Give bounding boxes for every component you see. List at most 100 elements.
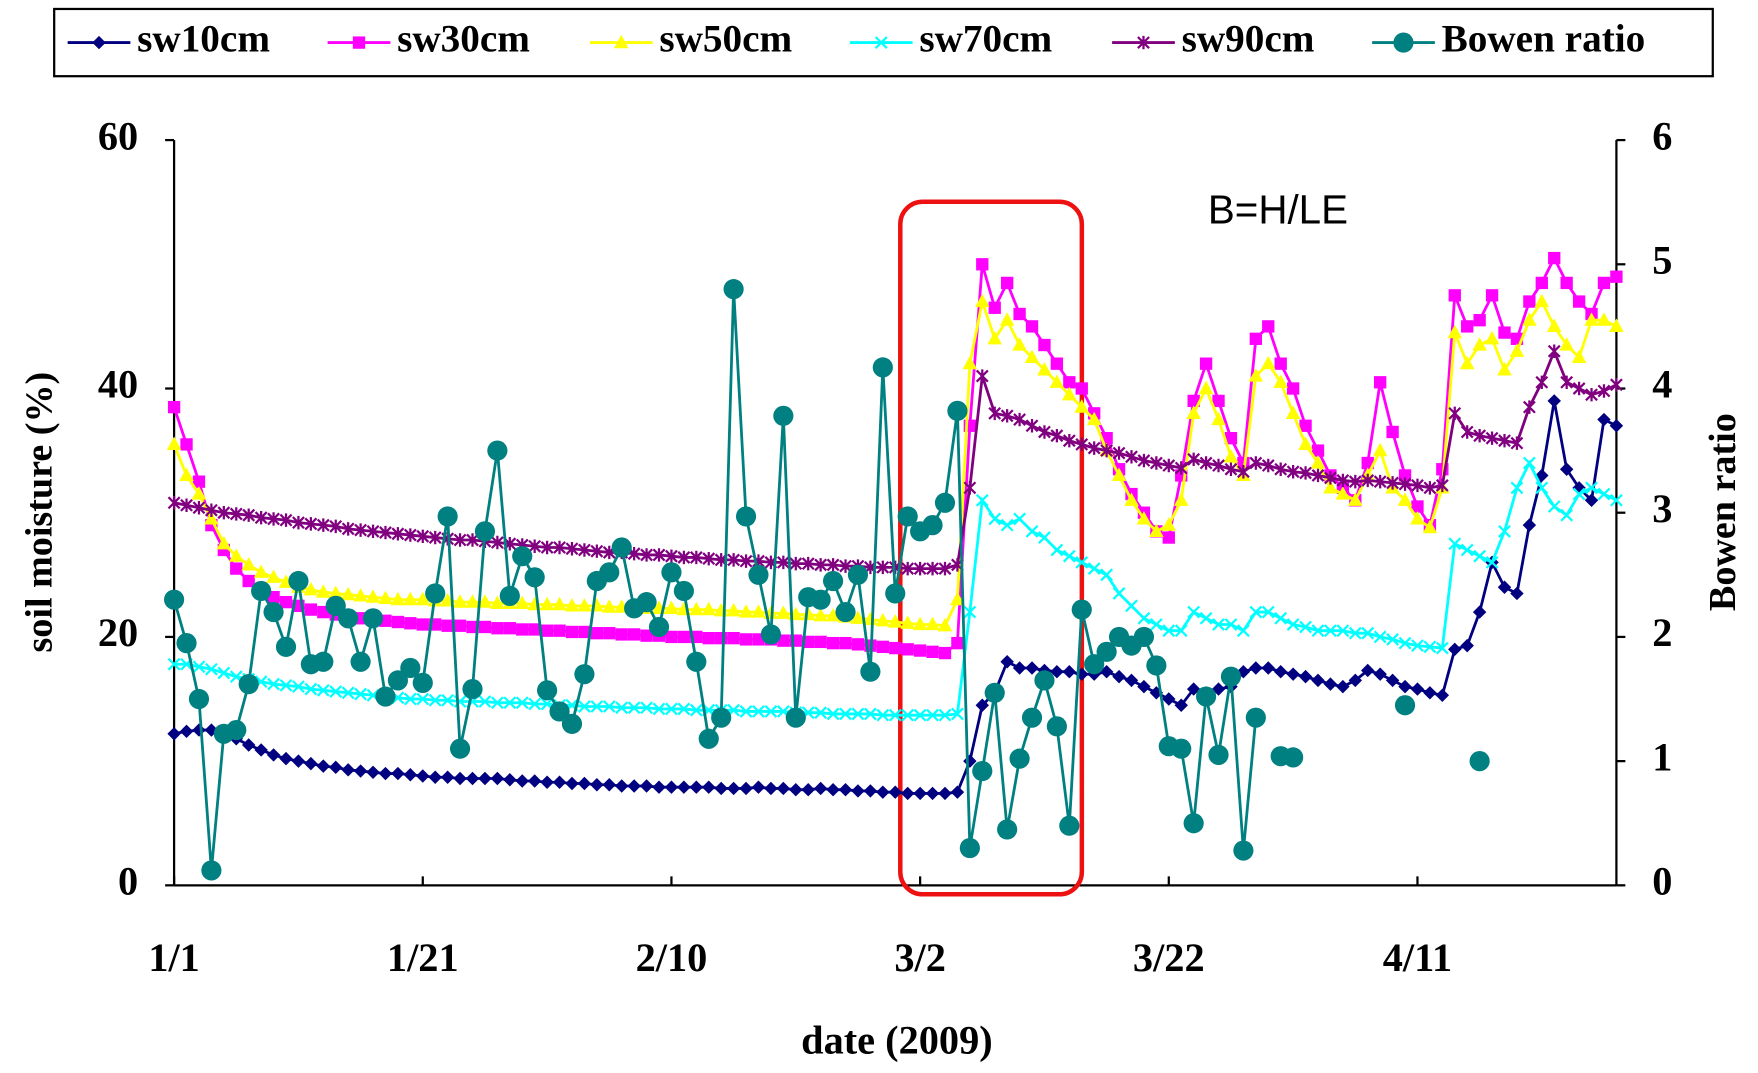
point	[1534, 293, 1550, 308]
point	[872, 357, 893, 378]
point	[1311, 673, 1325, 688]
x-tick-label: 3/2	[894, 935, 946, 980]
point	[1448, 642, 1462, 657]
point	[1062, 549, 1076, 563]
point	[1273, 664, 1288, 679]
point	[201, 860, 222, 881]
point	[615, 628, 628, 641]
point	[776, 555, 790, 570]
point	[403, 591, 418, 606]
point	[341, 763, 355, 777]
point	[1171, 738, 1192, 759]
point	[1484, 330, 1500, 345]
point	[1012, 661, 1027, 675]
point	[378, 766, 393, 781]
point	[1212, 458, 1225, 473]
point	[611, 537, 632, 558]
point	[242, 574, 255, 588]
point	[1133, 626, 1155, 648]
point	[251, 580, 272, 602]
point	[752, 705, 765, 718]
point	[1348, 474, 1362, 489]
point	[1187, 605, 1201, 619]
point	[1560, 508, 1574, 522]
point	[514, 595, 530, 609]
point	[677, 780, 691, 794]
point	[403, 692, 417, 706]
point	[553, 624, 566, 637]
point	[180, 498, 193, 512]
point	[938, 561, 952, 576]
point	[814, 706, 828, 720]
point	[1273, 374, 1288, 388]
point	[1498, 524, 1511, 538]
point	[711, 707, 732, 728]
point	[1435, 641, 1449, 655]
point	[739, 705, 753, 718]
point	[901, 561, 915, 576]
point	[739, 633, 753, 646]
point	[1149, 523, 1164, 537]
point	[1410, 682, 1425, 696]
point	[375, 686, 396, 707]
point	[578, 700, 591, 713]
y-axis-title: soil moisture (%)	[19, 372, 61, 653]
point	[912, 616, 928, 631]
point	[938, 708, 952, 722]
point	[1597, 487, 1611, 501]
point	[1161, 517, 1177, 531]
point	[987, 330, 1003, 345]
point	[698, 728, 719, 749]
point	[515, 774, 529, 788]
point	[1000, 276, 1014, 290]
point	[553, 540, 566, 555]
point	[677, 630, 691, 644]
point	[565, 776, 579, 791]
point	[589, 598, 605, 612]
point	[1572, 295, 1586, 308]
point	[1075, 555, 1089, 569]
point	[329, 760, 343, 775]
series	[164, 279, 1490, 881]
point	[341, 522, 355, 536]
annotation: B=H/LE	[1208, 187, 1348, 233]
point	[574, 664, 595, 685]
point	[925, 616, 940, 631]
point	[789, 782, 803, 797]
point	[1059, 815, 1080, 836]
point	[651, 600, 667, 614]
point	[900, 786, 915, 801]
point	[1585, 481, 1598, 495]
point	[1311, 444, 1325, 457]
point	[1324, 624, 1337, 638]
point	[1224, 618, 1238, 631]
point	[1025, 320, 1039, 333]
point	[1262, 320, 1275, 333]
point	[1000, 409, 1014, 423]
point	[1473, 314, 1486, 327]
point	[304, 756, 318, 771]
point	[192, 501, 206, 515]
point	[228, 548, 244, 562]
point	[1535, 276, 1548, 290]
point	[988, 406, 1002, 421]
point	[1099, 664, 1114, 679]
point	[528, 697, 542, 711]
point	[1423, 640, 1437, 654]
point	[835, 601, 856, 623]
point	[192, 723, 206, 737]
point	[1112, 669, 1126, 684]
point	[689, 550, 703, 565]
point	[1584, 493, 1599, 508]
point	[527, 774, 542, 788]
point	[524, 567, 545, 588]
point	[1013, 512, 1026, 526]
point	[490, 535, 504, 550]
point	[325, 595, 346, 616]
point	[1137, 453, 1151, 468]
point	[1173, 492, 1189, 506]
point	[735, 506, 757, 527]
point	[462, 678, 483, 700]
y2-tick-label: 4	[1652, 362, 1672, 407]
point	[1398, 679, 1412, 694]
